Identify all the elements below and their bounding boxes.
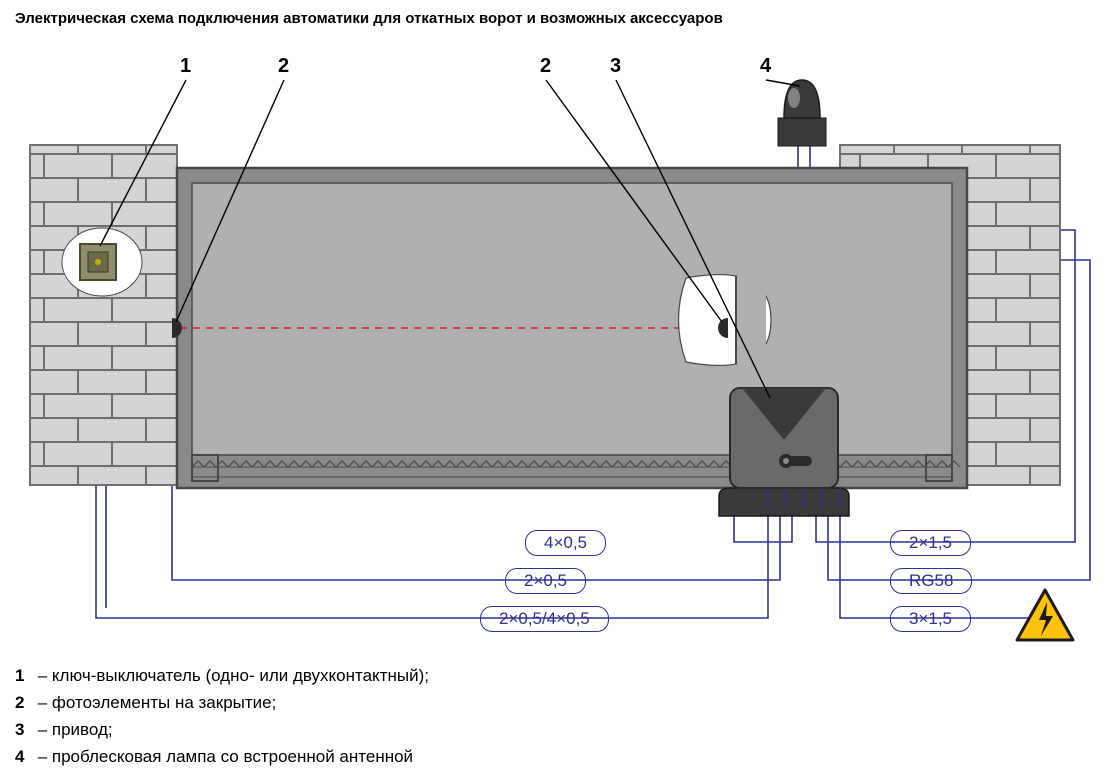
legend-row-1: 1 – ключ-выключатель (одно- или двухконт…	[15, 666, 429, 686]
legend-row-3: 3 – привод;	[15, 720, 113, 740]
legend-row-2: 2 – фотоэлементы на закрытие;	[15, 693, 276, 713]
legend-text-1: – ключ-выключатель (одно- или двухконтак…	[33, 666, 429, 685]
legend-text-4: – проблесковая лампа со встроенной антен…	[33, 747, 413, 766]
legend-num-2: 2	[15, 693, 33, 713]
legend-text-3: – привод;	[33, 720, 113, 739]
legend-row-4: 4 – проблесковая лампа со встроенной ант…	[15, 747, 413, 767]
legend-num-1: 1	[15, 666, 33, 686]
legend-text-2: – фотоэлементы на закрытие;	[33, 693, 276, 712]
legend-num-3: 3	[15, 720, 33, 740]
legend-num-4: 4	[15, 747, 33, 767]
wiring-diagram	[10, 10, 1106, 660]
